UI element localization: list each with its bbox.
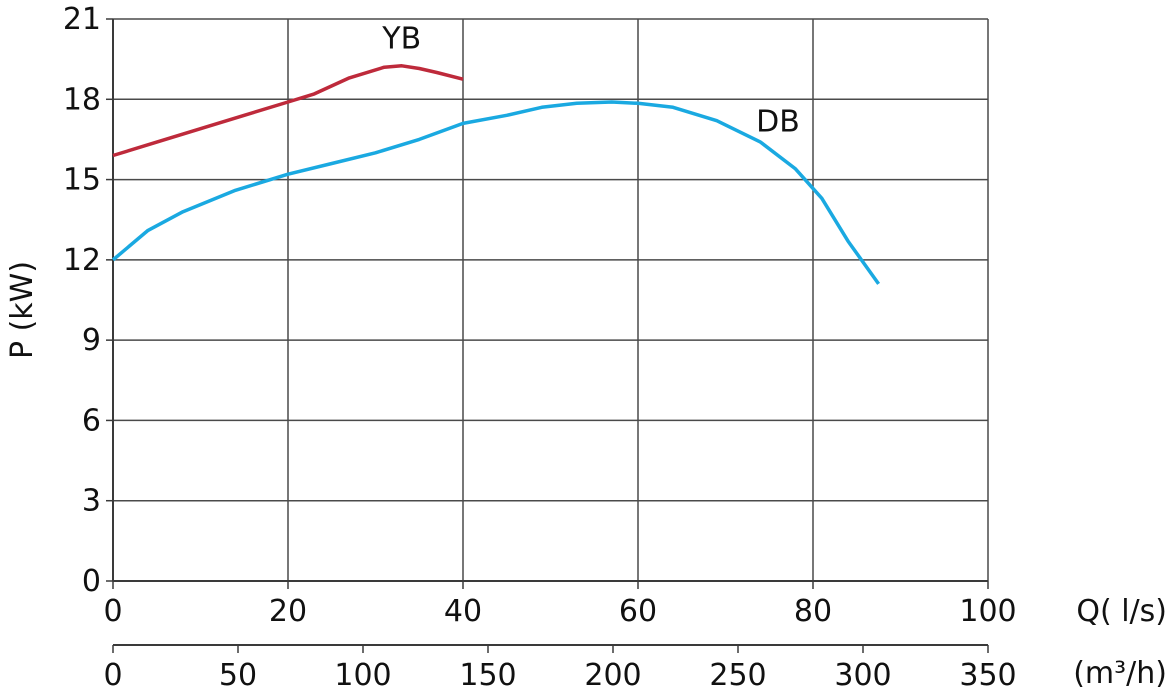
x2-tick-label: 350 bbox=[959, 658, 1016, 693]
x-tick-label: 0 bbox=[103, 594, 122, 629]
y-tick-label: 0 bbox=[82, 564, 101, 599]
x2-tick-label: 100 bbox=[334, 658, 391, 693]
x2-axis-title: (m³/h) bbox=[1073, 656, 1167, 691]
x2-tick-label: 0 bbox=[103, 658, 122, 693]
series-line-yb bbox=[112, 64, 464, 158]
series-line-db bbox=[111, 100, 881, 285]
x2-tick-label: 50 bbox=[219, 658, 257, 693]
x2-tick-label: 200 bbox=[584, 658, 641, 693]
y-axis-title: P (kW) bbox=[5, 261, 40, 359]
x-tick-label: 60 bbox=[619, 594, 657, 629]
y-tick-label: 18 bbox=[63, 82, 101, 117]
x-tick-label: 20 bbox=[269, 594, 307, 629]
y-tick-label: 15 bbox=[63, 163, 101, 198]
series-lines bbox=[111, 64, 881, 285]
x-tick-label: 100 bbox=[959, 594, 1016, 629]
x2-tick-label: 300 bbox=[834, 658, 891, 693]
series-label-db: DB bbox=[756, 104, 800, 139]
x-tick-label: 40 bbox=[444, 594, 482, 629]
series-label-yb: YB bbox=[381, 21, 421, 56]
x-axis-title: Q( l/s) bbox=[1076, 594, 1167, 629]
y-tick-label: 3 bbox=[82, 484, 101, 519]
y-tick-label: 9 bbox=[82, 323, 101, 358]
y-tick-label: 12 bbox=[63, 243, 101, 278]
x2-tick-label: 150 bbox=[459, 658, 516, 693]
grid bbox=[113, 18, 989, 581]
axes: 0 20 40 60 80 100 0 3 6 9 12 15 18 21 0 50 100 150 200 250 3… bbox=[63, 2, 1017, 693]
x2-tick-label: 250 bbox=[709, 658, 766, 693]
y-tick-label: 21 bbox=[63, 2, 101, 37]
labels: YB DB bbox=[381, 21, 800, 139]
y-tick-label: 6 bbox=[82, 403, 101, 438]
x-tick-label: 80 bbox=[794, 594, 832, 629]
